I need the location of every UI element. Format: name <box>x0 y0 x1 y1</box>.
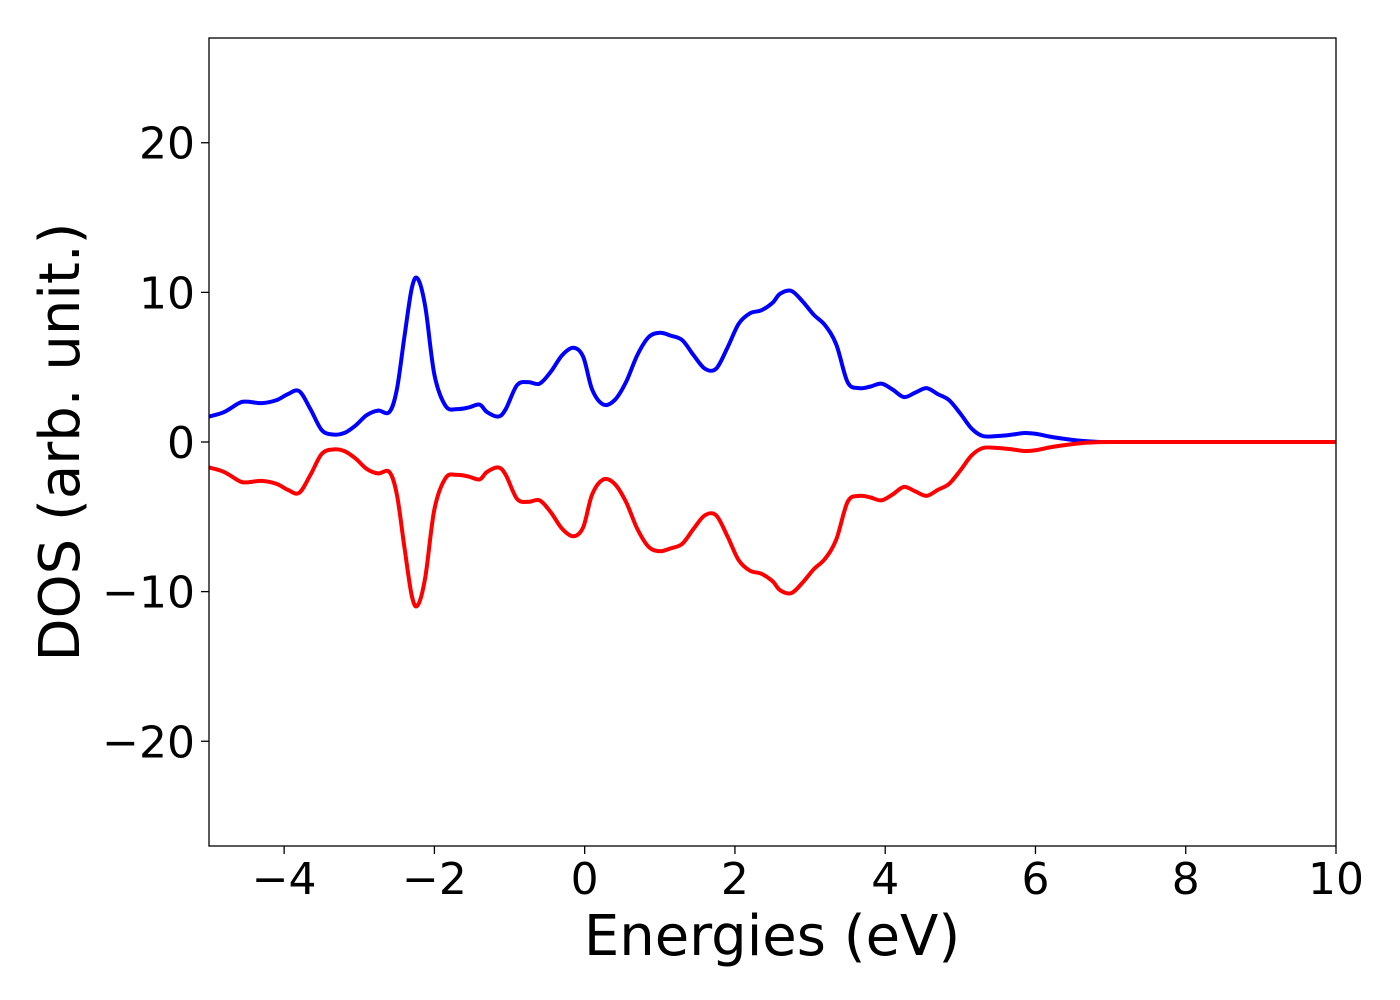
y-tick-label: 10 <box>139 268 195 319</box>
x-tick-label: 0 <box>571 854 599 905</box>
x-tick-label: −4 <box>252 854 317 905</box>
x-tick-label: −2 <box>402 854 467 905</box>
y-tick-label: −20 <box>102 717 195 768</box>
y-tick-label: 20 <box>139 119 195 170</box>
series-line-1 <box>208 275 1336 445</box>
x-tick-label: 2 <box>721 854 749 905</box>
y-tick-label: −10 <box>102 568 195 619</box>
y-tick-label: 0 <box>167 418 195 469</box>
x-tick-label: 4 <box>871 854 899 905</box>
x-tick-label: 10 <box>1308 854 1364 905</box>
x-axis-title: Energies (eV) <box>584 904 960 969</box>
series-line-2 <box>208 439 1336 609</box>
x-tick-label: 8 <box>1172 854 1200 905</box>
x-tick-label: 6 <box>1021 854 1049 905</box>
y-axis-title: DOS (arb. unit.) <box>28 222 93 661</box>
